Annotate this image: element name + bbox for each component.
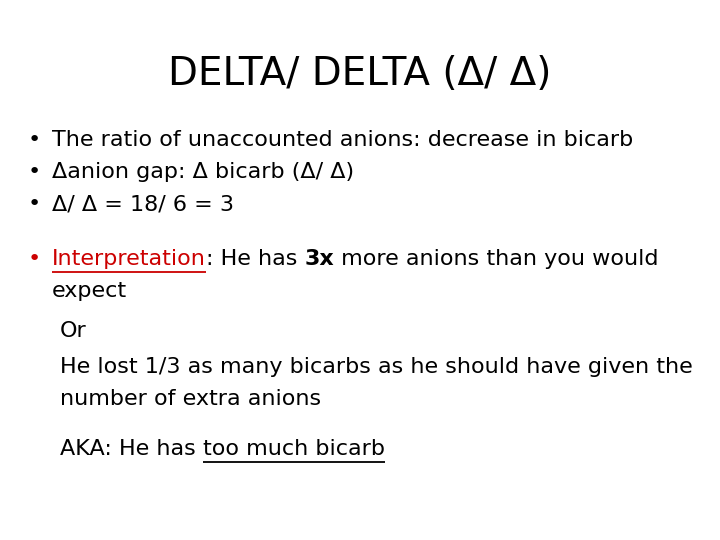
Text: Δanion gap: Δ bicarb (Δ/ Δ): Δanion gap: Δ bicarb (Δ/ Δ) xyxy=(52,162,354,182)
Text: He lost 1/3 as many bicarbs as he should have given the: He lost 1/3 as many bicarbs as he should… xyxy=(60,357,693,377)
Text: number of extra anions: number of extra anions xyxy=(60,389,321,409)
Text: Interpretation: Interpretation xyxy=(52,249,206,269)
Text: AKA: He has: AKA: He has xyxy=(60,439,203,459)
Text: •: • xyxy=(28,162,41,182)
Text: DELTA/ DELTA (Δ/ Δ): DELTA/ DELTA (Δ/ Δ) xyxy=(168,55,552,93)
Text: expect: expect xyxy=(52,281,127,301)
Text: too much bicarb: too much bicarb xyxy=(203,439,385,459)
Text: : He has: : He has xyxy=(206,249,305,269)
Text: •: • xyxy=(28,130,41,150)
Text: 3x: 3x xyxy=(305,249,334,269)
Text: Δ/ Δ = 18/ 6 = 3: Δ/ Δ = 18/ 6 = 3 xyxy=(52,194,234,214)
Text: •: • xyxy=(28,249,41,269)
Text: more anions than you would: more anions than you would xyxy=(334,249,659,269)
Text: Or: Or xyxy=(60,321,86,341)
Text: •: • xyxy=(28,194,41,214)
Text: The ratio of unaccounted anions: decrease in bicarb: The ratio of unaccounted anions: decreas… xyxy=(52,130,634,150)
